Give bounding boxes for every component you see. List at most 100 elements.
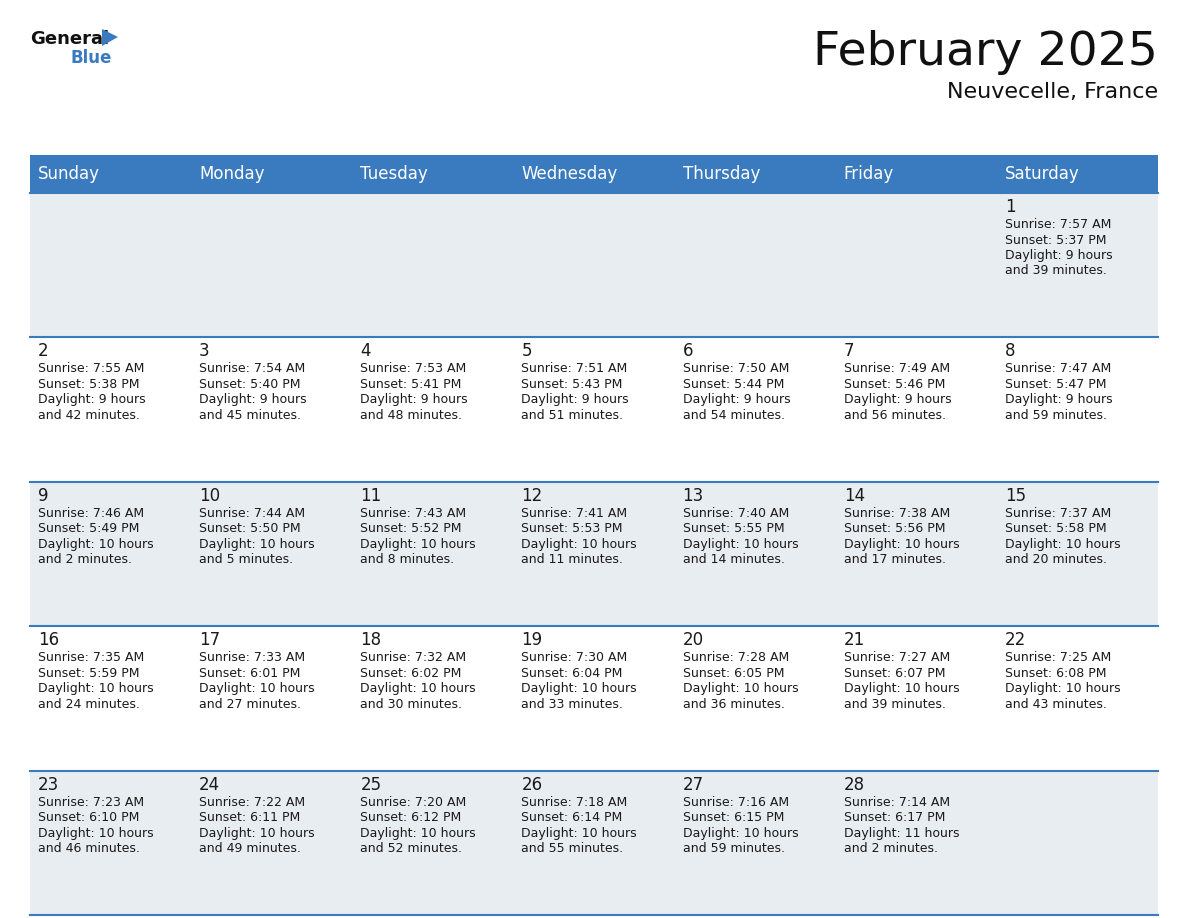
Text: Monday: Monday — [200, 165, 265, 183]
Text: 14: 14 — [843, 487, 865, 505]
Text: and 36 minutes.: and 36 minutes. — [683, 698, 784, 711]
Text: Sunset: 6:12 PM: Sunset: 6:12 PM — [360, 812, 461, 824]
Text: and 54 minutes.: and 54 minutes. — [683, 409, 784, 422]
Text: 18: 18 — [360, 632, 381, 649]
Text: Sunrise: 7:43 AM: Sunrise: 7:43 AM — [360, 507, 467, 520]
Text: Daylight: 10 hours: Daylight: 10 hours — [1005, 682, 1120, 695]
Text: Sunrise: 7:33 AM: Sunrise: 7:33 AM — [200, 651, 305, 665]
Text: and 43 minutes.: and 43 minutes. — [1005, 698, 1107, 711]
Polygon shape — [102, 29, 118, 46]
Text: and 8 minutes.: and 8 minutes. — [360, 554, 455, 566]
Text: Sunrise: 7:46 AM: Sunrise: 7:46 AM — [38, 507, 144, 520]
Text: 19: 19 — [522, 632, 543, 649]
Text: Sunrise: 7:51 AM: Sunrise: 7:51 AM — [522, 363, 627, 375]
Text: Sunrise: 7:16 AM: Sunrise: 7:16 AM — [683, 796, 789, 809]
Text: Sunset: 6:01 PM: Sunset: 6:01 PM — [200, 666, 301, 679]
Text: 17: 17 — [200, 632, 220, 649]
Text: Sunset: 6:14 PM: Sunset: 6:14 PM — [522, 812, 623, 824]
Text: and 2 minutes.: and 2 minutes. — [38, 554, 132, 566]
Text: Neuvecelle, France: Neuvecelle, France — [947, 82, 1158, 102]
Text: Sunset: 6:17 PM: Sunset: 6:17 PM — [843, 812, 946, 824]
Text: and 11 minutes.: and 11 minutes. — [522, 554, 624, 566]
Text: 7: 7 — [843, 342, 854, 361]
Text: Daylight: 10 hours: Daylight: 10 hours — [360, 538, 476, 551]
Text: Daylight: 10 hours: Daylight: 10 hours — [200, 826, 315, 840]
Text: Daylight: 10 hours: Daylight: 10 hours — [38, 538, 153, 551]
Bar — [30, 338, 1158, 482]
Text: and 39 minutes.: and 39 minutes. — [1005, 264, 1107, 277]
Text: and 27 minutes.: and 27 minutes. — [200, 698, 301, 711]
Text: Daylight: 11 hours: Daylight: 11 hours — [843, 826, 959, 840]
Text: Daylight: 10 hours: Daylight: 10 hours — [522, 826, 637, 840]
Text: Daylight: 10 hours: Daylight: 10 hours — [683, 538, 798, 551]
Text: Sunset: 6:02 PM: Sunset: 6:02 PM — [360, 666, 462, 679]
Text: Daylight: 10 hours: Daylight: 10 hours — [522, 682, 637, 695]
Text: 9: 9 — [38, 487, 49, 505]
Text: and 46 minutes.: and 46 minutes. — [38, 842, 140, 855]
Text: Sunset: 5:59 PM: Sunset: 5:59 PM — [38, 666, 139, 679]
Text: 22: 22 — [1005, 632, 1026, 649]
Text: Daylight: 9 hours: Daylight: 9 hours — [38, 394, 146, 407]
Text: 13: 13 — [683, 487, 703, 505]
Text: Sunset: 5:53 PM: Sunset: 5:53 PM — [522, 522, 623, 535]
Text: Sunset: 5:38 PM: Sunset: 5:38 PM — [38, 378, 139, 391]
Text: Daylight: 10 hours: Daylight: 10 hours — [200, 538, 315, 551]
Text: Sunset: 6:10 PM: Sunset: 6:10 PM — [38, 812, 139, 824]
Text: and 30 minutes.: and 30 minutes. — [360, 698, 462, 711]
Text: 15: 15 — [1005, 487, 1026, 505]
Text: and 49 minutes.: and 49 minutes. — [200, 842, 301, 855]
Text: and 20 minutes.: and 20 minutes. — [1005, 554, 1107, 566]
Text: Sunrise: 7:44 AM: Sunrise: 7:44 AM — [200, 507, 305, 520]
Text: Sunrise: 7:57 AM: Sunrise: 7:57 AM — [1005, 218, 1111, 231]
Text: and 52 minutes.: and 52 minutes. — [360, 842, 462, 855]
Text: Sunrise: 7:28 AM: Sunrise: 7:28 AM — [683, 651, 789, 665]
Text: Sunset: 5:43 PM: Sunset: 5:43 PM — [522, 378, 623, 391]
Text: Sunday: Sunday — [38, 165, 100, 183]
Text: Blue: Blue — [70, 49, 112, 67]
Text: Daylight: 9 hours: Daylight: 9 hours — [360, 394, 468, 407]
Text: 3: 3 — [200, 342, 210, 361]
Text: Sunrise: 7:35 AM: Sunrise: 7:35 AM — [38, 651, 144, 665]
Text: and 33 minutes.: and 33 minutes. — [522, 698, 624, 711]
Text: 5: 5 — [522, 342, 532, 361]
Text: Daylight: 10 hours: Daylight: 10 hours — [360, 682, 476, 695]
Bar — [30, 482, 1158, 626]
Text: Sunrise: 7:37 AM: Sunrise: 7:37 AM — [1005, 507, 1111, 520]
Text: Daylight: 9 hours: Daylight: 9 hours — [1005, 394, 1112, 407]
Text: Daylight: 9 hours: Daylight: 9 hours — [1005, 249, 1112, 262]
Text: Sunset: 5:46 PM: Sunset: 5:46 PM — [843, 378, 946, 391]
Text: Sunset: 5:55 PM: Sunset: 5:55 PM — [683, 522, 784, 535]
Text: Thursday: Thursday — [683, 165, 760, 183]
Text: Sunset: 5:44 PM: Sunset: 5:44 PM — [683, 378, 784, 391]
Text: Sunrise: 7:41 AM: Sunrise: 7:41 AM — [522, 507, 627, 520]
Text: 16: 16 — [38, 632, 59, 649]
Bar — [30, 626, 1158, 770]
Text: February 2025: February 2025 — [813, 30, 1158, 75]
Text: Sunrise: 7:50 AM: Sunrise: 7:50 AM — [683, 363, 789, 375]
Text: Daylight: 9 hours: Daylight: 9 hours — [200, 394, 307, 407]
Text: Sunrise: 7:38 AM: Sunrise: 7:38 AM — [843, 507, 950, 520]
Text: Sunset: 6:04 PM: Sunset: 6:04 PM — [522, 666, 623, 679]
Text: 28: 28 — [843, 776, 865, 793]
Text: and 59 minutes.: and 59 minutes. — [683, 842, 784, 855]
Text: Daylight: 10 hours: Daylight: 10 hours — [683, 682, 798, 695]
Text: Sunrise: 7:53 AM: Sunrise: 7:53 AM — [360, 363, 467, 375]
Text: 23: 23 — [38, 776, 59, 793]
Bar — [30, 155, 1158, 193]
Text: Sunset: 5:41 PM: Sunset: 5:41 PM — [360, 378, 462, 391]
Text: and 5 minutes.: and 5 minutes. — [200, 554, 293, 566]
Text: Daylight: 10 hours: Daylight: 10 hours — [38, 682, 153, 695]
Text: 1: 1 — [1005, 198, 1016, 216]
Text: Sunrise: 7:40 AM: Sunrise: 7:40 AM — [683, 507, 789, 520]
Text: 2: 2 — [38, 342, 49, 361]
Text: Daylight: 10 hours: Daylight: 10 hours — [200, 682, 315, 695]
Text: and 14 minutes.: and 14 minutes. — [683, 554, 784, 566]
Text: and 51 minutes.: and 51 minutes. — [522, 409, 624, 422]
Text: 12: 12 — [522, 487, 543, 505]
Text: Sunset: 5:50 PM: Sunset: 5:50 PM — [200, 522, 301, 535]
Text: and 45 minutes.: and 45 minutes. — [200, 409, 301, 422]
Text: Sunset: 5:37 PM: Sunset: 5:37 PM — [1005, 233, 1106, 247]
Text: Tuesday: Tuesday — [360, 165, 428, 183]
Text: 20: 20 — [683, 632, 703, 649]
Text: Sunrise: 7:23 AM: Sunrise: 7:23 AM — [38, 796, 144, 809]
